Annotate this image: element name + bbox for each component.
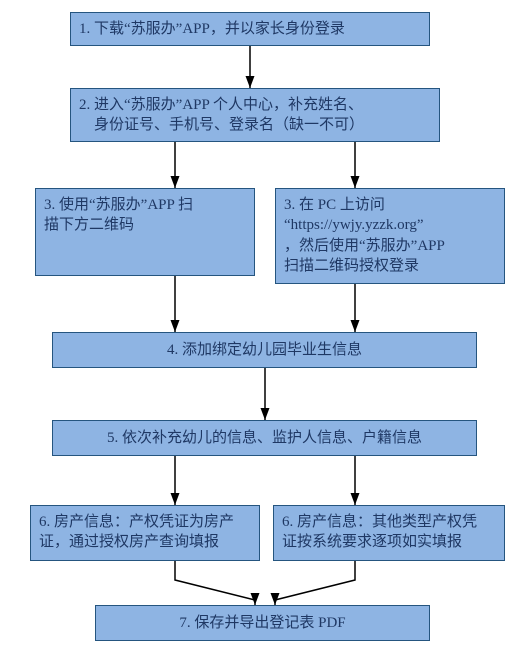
flowchart-node-n2: 2. 进入“苏服办”APP 个人中心，补充姓名、 身份证号、手机号、登录名（缺一… [70, 88, 440, 142]
flowchart-node-n1: 1. 下载“苏服办”APP，并以家长身份登录 [70, 12, 430, 46]
flowchart-node-n7: 7. 保存并导出登记表 PDF [95, 605, 430, 641]
flowchart-node-n3b: 3. 在 PC 上访问“https://ywjy.yzzk.org”，然后使用“… [275, 188, 505, 284]
flowchart-node-n4: 4. 添加绑定幼儿园毕业生信息 [52, 332, 477, 368]
edge-n6a-n7 [175, 561, 255, 605]
edge-n6b-n7 [275, 561, 355, 605]
flowchart-node-n6a: 6. 房产信息：产权凭证为房产证，通过授权房产查询填报 [30, 505, 260, 561]
flowchart-node-n5: 5. 依次补充幼儿的信息、监护人信息、户籍信息 [52, 420, 477, 456]
flowchart-node-n6b: 6. 房产信息：其他类型产权凭证按系统要求逐项如实填报 [273, 505, 505, 561]
flowchart-node-n3a: 3. 使用“苏服办”APP 扫描下方二维码 [35, 188, 255, 276]
